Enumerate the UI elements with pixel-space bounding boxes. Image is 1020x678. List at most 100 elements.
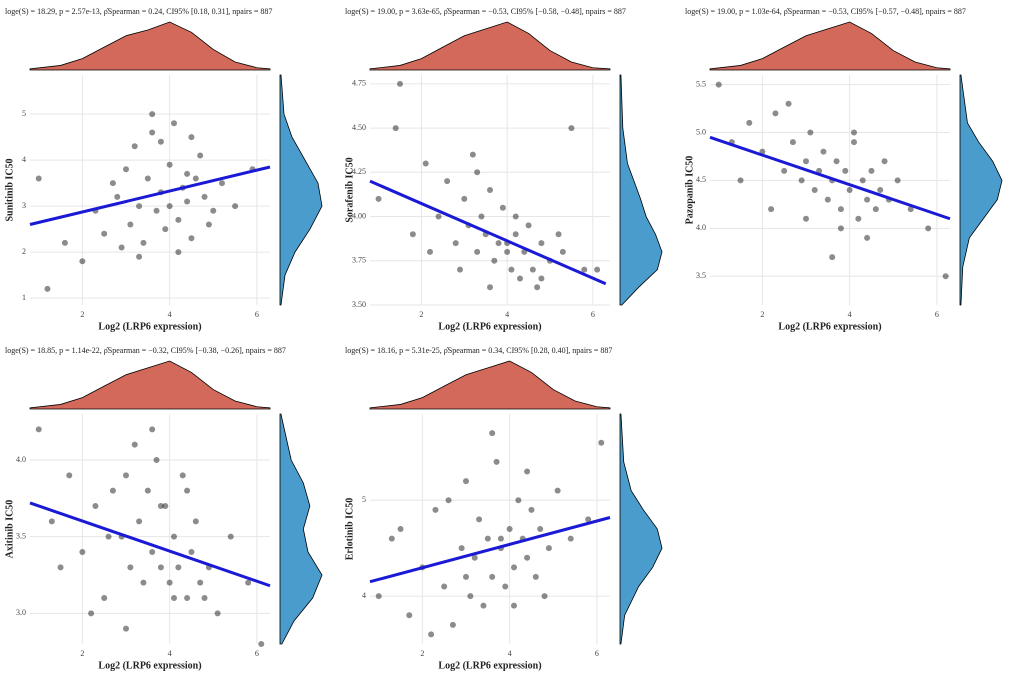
point bbox=[149, 426, 156, 433]
y-tick-label: 3.0 bbox=[16, 608, 26, 617]
point bbox=[127, 221, 134, 228]
point bbox=[515, 497, 522, 504]
point bbox=[493, 458, 500, 465]
point bbox=[559, 248, 566, 255]
fit-line bbox=[29, 501, 271, 588]
point bbox=[428, 631, 435, 638]
point bbox=[567, 535, 574, 542]
point bbox=[715, 81, 722, 88]
panel: loge(S) = 18.16, p = 5.31e-25, ρ̂Spearma… bbox=[344, 346, 663, 671]
point bbox=[476, 516, 483, 523]
point bbox=[131, 441, 138, 448]
point bbox=[474, 248, 481, 255]
point bbox=[538, 275, 545, 282]
point bbox=[511, 602, 517, 609]
y-tick-label: 3.75 bbox=[352, 256, 366, 265]
point bbox=[201, 595, 208, 601]
y-axis-label: Axitinib IC50 bbox=[4, 500, 15, 559]
y-tick-label: 3.5 bbox=[16, 531, 26, 540]
point bbox=[35, 426, 42, 433]
point bbox=[101, 230, 108, 237]
point bbox=[746, 119, 753, 126]
point bbox=[798, 177, 805, 184]
subtitle: loge(S) = 18.29, p = 2.57e-13, ρ̂Spearma… bbox=[5, 7, 272, 16]
point bbox=[162, 503, 169, 509]
subtitle: loge(S) = 18.85, p = 1.14e-22, ρ̂Spearma… bbox=[5, 346, 286, 355]
y-density bbox=[279, 74, 323, 306]
fit-line bbox=[369, 179, 607, 286]
point bbox=[463, 573, 469, 580]
point bbox=[872, 206, 879, 213]
point bbox=[554, 487, 561, 494]
point bbox=[188, 235, 195, 242]
point bbox=[487, 187, 493, 193]
point bbox=[545, 545, 552, 552]
y-tick-label: 4.0 bbox=[16, 455, 26, 464]
point bbox=[598, 439, 605, 446]
point bbox=[171, 533, 177, 540]
point bbox=[79, 549, 86, 555]
point bbox=[524, 468, 531, 475]
point bbox=[907, 206, 914, 213]
point bbox=[837, 225, 844, 232]
panel: loge(S) = 18.29, p = 2.57e-13, ρ̂Spearma… bbox=[4, 7, 323, 332]
point bbox=[214, 610, 221, 617]
point bbox=[824, 196, 831, 203]
point bbox=[820, 148, 827, 155]
point bbox=[123, 166, 129, 173]
point bbox=[864, 234, 871, 241]
point bbox=[499, 204, 506, 211]
y-tick-label: 4.5 bbox=[696, 175, 706, 184]
point bbox=[61, 239, 68, 246]
point bbox=[375, 593, 382, 600]
point bbox=[166, 579, 173, 586]
point bbox=[491, 257, 498, 264]
point bbox=[101, 595, 108, 601]
point bbox=[245, 579, 252, 586]
subtitle: loge(S) = 19.00, p = 3.63e-65, ρ̂Spearma… bbox=[345, 7, 626, 16]
point bbox=[123, 472, 129, 479]
point bbox=[452, 240, 459, 247]
y-density bbox=[619, 413, 663, 645]
point bbox=[397, 80, 403, 87]
point bbox=[803, 215, 809, 222]
point bbox=[123, 625, 129, 632]
point bbox=[232, 203, 239, 210]
point bbox=[171, 120, 177, 127]
point bbox=[197, 152, 204, 159]
y-tick-label: 3 bbox=[22, 201, 26, 210]
point bbox=[184, 170, 191, 177]
point bbox=[48, 518, 55, 525]
point bbox=[487, 284, 493, 291]
point bbox=[210, 207, 217, 214]
point bbox=[192, 175, 199, 182]
y-tick-label: 2 bbox=[22, 247, 26, 256]
x-axis-label: Log2 (LRP6 expression) bbox=[438, 321, 541, 332]
point bbox=[489, 430, 496, 437]
point bbox=[555, 231, 562, 238]
point bbox=[184, 198, 191, 205]
y-tick-label: 5.0 bbox=[696, 127, 706, 136]
subtitle: loge(S) = 19.00, p = 1.03e-64, ρ̂Spearma… bbox=[685, 7, 966, 16]
y-tick-label: 3.5 bbox=[696, 271, 706, 280]
x-tick-label: 6 bbox=[591, 310, 595, 319]
point bbox=[162, 226, 169, 233]
point bbox=[517, 275, 523, 282]
y-tick-label: 4.50 bbox=[352, 123, 366, 132]
point bbox=[149, 129, 156, 136]
point bbox=[541, 593, 548, 600]
point bbox=[35, 175, 42, 182]
point bbox=[201, 193, 208, 200]
point bbox=[859, 177, 866, 184]
point bbox=[166, 203, 173, 210]
y-tick-label: 5.5 bbox=[696, 79, 706, 88]
y-tick-label: 1 bbox=[22, 293, 26, 302]
point bbox=[528, 506, 535, 513]
y-tick-label: 5 bbox=[22, 109, 26, 118]
point bbox=[136, 518, 143, 525]
point bbox=[855, 215, 862, 222]
point bbox=[457, 266, 463, 273]
point bbox=[781, 167, 788, 174]
point bbox=[846, 187, 853, 193]
point bbox=[480, 602, 487, 609]
